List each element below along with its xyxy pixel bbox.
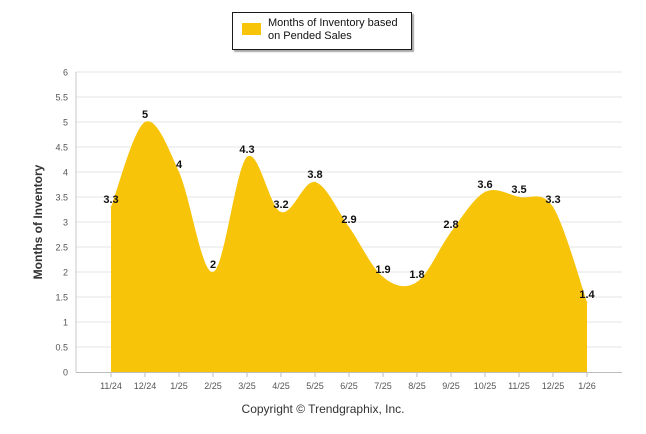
y-tick-label: 3	[63, 218, 68, 228]
data-point	[586, 301, 588, 303]
data-labels: 3.3 5 4 2 4.3 3.2 3.8 2.9 1.9 1.8 2.8 3.6 3.5 3.3 1.4	[103, 109, 595, 301]
y-tick-label: 5	[63, 118, 68, 128]
data-point	[416, 281, 418, 283]
data-label: 3.5	[511, 184, 526, 196]
x-tick-label: 1/26	[578, 381, 596, 391]
data-label: 3.3	[545, 194, 560, 206]
y-tick-label: 0	[63, 368, 68, 378]
data-point	[348, 226, 350, 228]
x-tick-label: 1/25	[170, 381, 188, 391]
x-tick-label: 4/25	[272, 381, 290, 391]
data-point	[280, 211, 282, 213]
x-tick-label: 9/25	[442, 381, 460, 391]
legend-label: Months of Inventory based on Pended Sale…	[268, 17, 398, 42]
y-tick-label: 2	[63, 268, 68, 278]
data-label: 5	[142, 109, 148, 121]
data-label: 4.3	[239, 144, 254, 156]
data-label: 2	[210, 259, 216, 271]
x-tick-label: 12/25	[542, 381, 565, 391]
y-tick-label: 1	[63, 318, 68, 328]
axes: 0 0.5 1 1.5 2 2.5 3 3.5 4 4.5 5 5.5 6 11/24 12/24 1/25 2…	[55, 68, 622, 391]
data-point	[212, 271, 214, 273]
data-label: 3.2	[273, 199, 288, 211]
y-tick-label: 3.5	[55, 193, 68, 203]
x-tick-label: 8/25	[408, 381, 426, 391]
data-label: 1.9	[375, 264, 390, 276]
y-tick-label: 2.5	[55, 243, 68, 253]
legend: Months of Inventory based on Pended Sale…	[232, 12, 412, 50]
copyright-text: Copyright © Trendgraphix, Inc.	[241, 402, 405, 416]
data-point	[382, 276, 384, 278]
y-tick-label: 4	[63, 168, 68, 178]
x-tick-label: 7/25	[374, 381, 392, 391]
data-point	[110, 206, 112, 208]
series-area-fill	[111, 121, 587, 373]
y-tick-label: 1.5	[55, 293, 68, 303]
y-tick-label: 5.5	[55, 93, 68, 103]
data-point	[450, 231, 452, 233]
data-point	[518, 196, 520, 198]
data-label: 2.9	[341, 214, 356, 226]
x-tick-label: 3/25	[238, 381, 256, 391]
series-area	[110, 121, 588, 373]
x-tick-label: 2/25	[204, 381, 222, 391]
data-point	[314, 181, 316, 183]
data-label: 1.8	[409, 269, 424, 281]
data-point	[484, 191, 486, 193]
x-tick-label: 11/25	[508, 381, 530, 391]
data-label: 3.3	[103, 194, 118, 206]
y-axis-title: Months of Inventory	[31, 164, 45, 280]
data-point	[144, 121, 146, 123]
data-label: 1.4	[579, 289, 595, 301]
data-label: 4	[176, 159, 183, 171]
y-tick-label: 0.5	[55, 343, 68, 353]
x-tick-label: 5/25	[306, 381, 324, 391]
x-tick-label: 11/24	[100, 381, 122, 391]
data-label: 3.6	[477, 179, 492, 191]
legend-swatch	[242, 23, 261, 35]
data-label: 3.8	[307, 169, 322, 181]
data-point	[246, 156, 248, 158]
x-tick-label: 10/25	[474, 381, 497, 391]
x-tick-label: 6/25	[340, 381, 358, 391]
data-point	[178, 171, 180, 173]
y-tick-label: 4.5	[55, 143, 68, 153]
data-label: 2.8	[443, 219, 458, 231]
data-point	[552, 206, 554, 208]
y-tick-label: 6	[63, 68, 68, 78]
x-tick-label: 12/24	[134, 381, 157, 391]
